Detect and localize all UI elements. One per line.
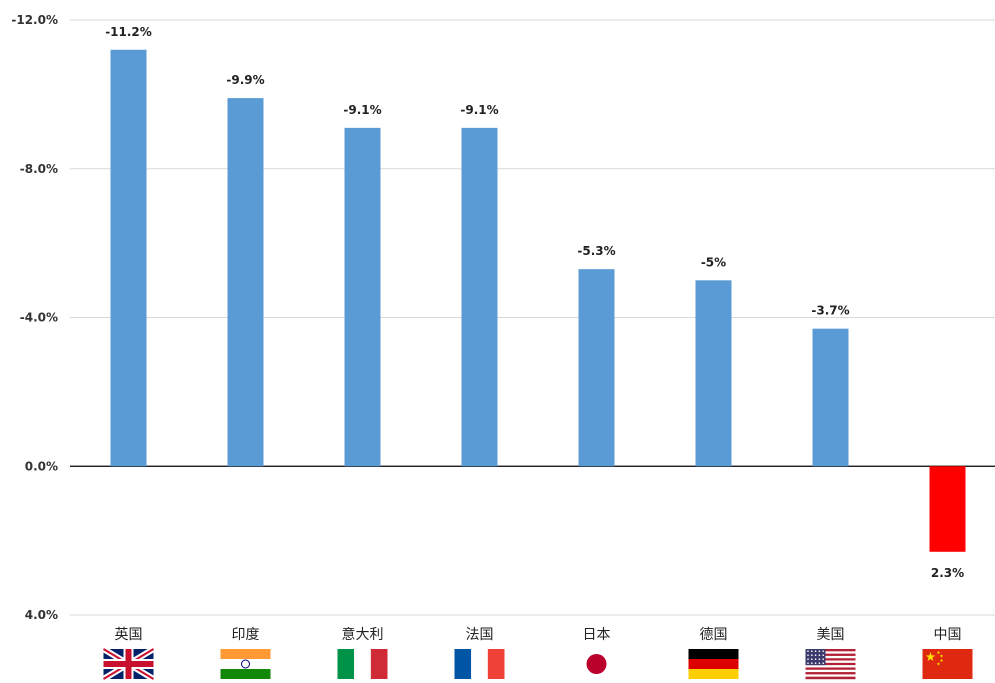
category-label: 印度 xyxy=(232,627,260,643)
category-label: 日本 xyxy=(583,627,611,643)
bar xyxy=(929,466,966,552)
data-label: -11.2% xyxy=(105,25,152,39)
y-tick-label: -12.0% xyxy=(11,13,58,27)
data-label: -9.1% xyxy=(460,103,498,117)
data-label: -3.7% xyxy=(811,304,849,318)
bar xyxy=(578,269,615,467)
category-label: 美国 xyxy=(817,627,845,643)
category-label: 德国 xyxy=(700,627,728,643)
bar xyxy=(461,127,498,467)
category-labels: 英国 印度 意大利 法国 日本 德国 美国 中国 xyxy=(115,626,962,643)
germany-flag-icon xyxy=(688,649,739,679)
bars xyxy=(110,49,966,552)
category-label: 法国 xyxy=(466,627,494,643)
bar xyxy=(695,280,732,467)
category-label: 意大利 xyxy=(342,626,384,643)
data-label: -9.9% xyxy=(226,73,264,87)
data-label: 2.3% xyxy=(931,566,964,580)
usa-flag-icon xyxy=(805,649,856,680)
data-labels: -11.2% -9.9% -9.1% -9.1% -5.3% -5% -3.7% 2.3% xyxy=(105,25,964,580)
y-tick-label: 4.0% xyxy=(25,608,58,622)
italy-flag-icon xyxy=(337,649,388,679)
category-label: 英国 xyxy=(115,626,143,643)
bar xyxy=(227,98,264,467)
flags xyxy=(101,646,973,682)
y-tick-label: 0.0% xyxy=(25,459,58,473)
data-label: -5% xyxy=(701,255,726,269)
china-flag-icon xyxy=(922,649,973,679)
bar xyxy=(110,49,147,467)
y-tick-label: -8.0% xyxy=(20,162,58,176)
grid-lines xyxy=(70,19,995,616)
india-flag-icon xyxy=(220,649,271,679)
japan-flag-icon xyxy=(571,649,622,679)
france-flag-icon xyxy=(454,649,505,679)
data-label: -5.3% xyxy=(577,244,615,258)
uk-flag-icon xyxy=(101,646,156,682)
y-tick-label: -4.0% xyxy=(20,311,58,325)
category-label: 中国 xyxy=(934,627,962,643)
data-label: -9.1% xyxy=(343,103,381,117)
bar xyxy=(344,127,381,467)
bar xyxy=(812,328,849,467)
y-axis-ticks: -12.0% -8.0% -4.0% 0.0% 4.0% xyxy=(11,13,58,622)
